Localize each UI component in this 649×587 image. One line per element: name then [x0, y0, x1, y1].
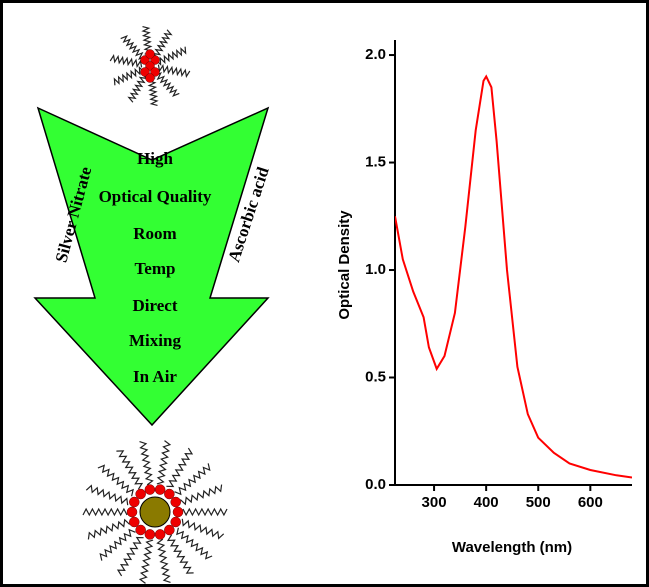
arrow-text: Mixing	[129, 331, 181, 350]
arrow-text: Temp	[135, 259, 176, 278]
atom	[136, 525, 146, 535]
x-axis-label: Wavelength (nm)	[452, 539, 572, 556]
y-tick-label: 0.5	[365, 368, 386, 385]
x-tick-label: 600	[578, 494, 603, 511]
x-tick-label: 300	[422, 494, 447, 511]
atom	[145, 529, 155, 539]
x-tick-label: 500	[526, 494, 551, 511]
atom	[171, 497, 181, 507]
arrow-text: High	[137, 149, 173, 168]
arrow-text: Direct	[133, 296, 178, 315]
atom	[164, 489, 174, 499]
atom	[129, 497, 139, 507]
arrow-text: In Air	[133, 367, 177, 386]
y-axis-label: Optical Density	[336, 210, 353, 320]
core	[140, 497, 170, 527]
figure: Silver Nitrate Ascorbic acid HighOptical…	[0, 0, 649, 587]
arrow-text: Optical Quality	[99, 187, 212, 206]
atom	[164, 525, 174, 535]
atom	[155, 529, 165, 539]
atom	[171, 517, 181, 527]
y-tick-label: 2.0	[365, 46, 386, 63]
y-tick-label: 0.0	[365, 476, 386, 493]
y-tick-label: 1.0	[365, 261, 386, 278]
atom	[145, 485, 155, 495]
arrow-text: Room	[133, 224, 176, 243]
y-tick-label: 1.5	[365, 154, 386, 171]
atom	[146, 50, 155, 59]
atom	[129, 517, 139, 527]
atom	[136, 489, 146, 499]
atom	[127, 507, 137, 517]
atom	[173, 507, 183, 517]
atom	[146, 74, 155, 83]
x-tick-label: 400	[474, 494, 499, 511]
atom	[155, 485, 165, 495]
